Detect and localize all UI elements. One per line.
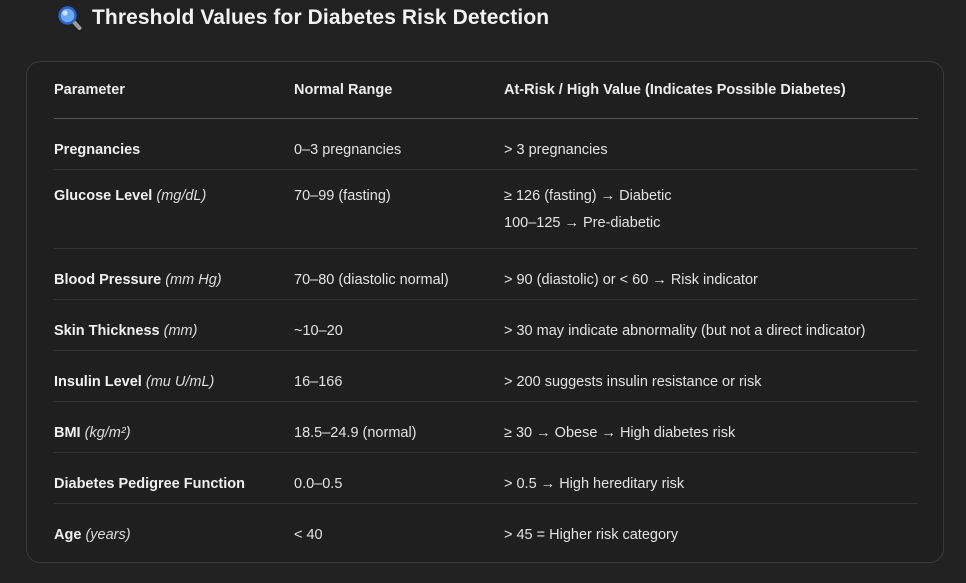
normal-range-value: 0–3 pregnancies bbox=[294, 142, 402, 158]
parameter-cell: Glucose Level (mg/dL) bbox=[54, 169, 294, 249]
at-risk-cell: ≥ 126 (fasting) → Diabetic 100–125 → Pre-… bbox=[504, 169, 918, 249]
at-risk-cell: > 30 may indicate abnormality (but not a… bbox=[504, 299, 918, 351]
normal-range-cell: 0.0–0.5 bbox=[294, 452, 504, 504]
at-risk-value: ≥ 30 → Obese → High diabetes risk bbox=[504, 425, 736, 441]
parameter-unit: (mm) bbox=[163, 323, 198, 339]
table-row: Age (years) < 40 > 45 = Higher risk cate… bbox=[54, 504, 918, 555]
parameter-name: Blood Pressure bbox=[54, 272, 162, 288]
page-title: Threshold Values for Diabetes Risk Detec… bbox=[92, 6, 550, 29]
at-risk-value: > 30 may indicate abnormality (but not a… bbox=[504, 323, 866, 339]
normal-range-cell: 0–3 pregnancies bbox=[294, 118, 504, 170]
normal-range-value: 70–80 (diastolic normal) bbox=[294, 272, 449, 288]
header-normal-range: Normal Range bbox=[294, 62, 504, 119]
parameter-unit: (kg/m²) bbox=[84, 425, 131, 441]
at-risk-cell: > 0.5 → High hereditary risk bbox=[504, 452, 918, 504]
normal-range-cell: 16–166 bbox=[294, 350, 504, 402]
normal-range-value: ~10–20 bbox=[294, 323, 343, 339]
parameter-cell: Age (years) bbox=[54, 504, 294, 555]
at-risk-cell: ≥ 30 → Obese → High diabetes risk bbox=[504, 401, 918, 453]
threshold-table-card: Parameter Normal Range At-Risk / High Va… bbox=[26, 61, 944, 563]
parameter-name: BMI bbox=[54, 425, 81, 441]
normal-range-cell: ~10–20 bbox=[294, 299, 504, 351]
threshold-table: Parameter Normal Range At-Risk / High Va… bbox=[54, 62, 918, 554]
header-parameter: Parameter bbox=[54, 62, 294, 119]
parameter-unit: (mg/dL) bbox=[156, 188, 207, 204]
at-risk-value: > 90 (diastolic) or < 60 → Risk indicato… bbox=[504, 272, 758, 288]
normal-range-cell: < 40 bbox=[294, 504, 504, 555]
parameter-name: Glucose Level bbox=[54, 188, 153, 204]
at-risk-cell: > 45 = Higher risk category bbox=[504, 504, 918, 555]
at-risk-value: > 0.5 → High hereditary risk bbox=[504, 476, 685, 492]
parameter-cell: Insulin Level (mu U/mL) bbox=[54, 350, 294, 402]
parameter-cell: Blood Pressure (mm Hg) bbox=[54, 248, 294, 300]
table-row: Blood Pressure (mm Hg) 70–80 (diastolic … bbox=[54, 248, 918, 300]
at-risk-cell: > 90 (diastolic) or < 60 → Risk indicato… bbox=[504, 248, 918, 300]
normal-range-value: 0.0–0.5 bbox=[294, 476, 343, 492]
parameter-cell: Diabetes Pedigree Function bbox=[54, 452, 294, 504]
parameter-name: Pregnancies bbox=[54, 142, 141, 158]
parameter-name: Insulin Level bbox=[54, 374, 142, 390]
normal-range-cell: 18.5–24.9 (normal) bbox=[294, 401, 504, 453]
table-row: BMI (kg/m²) 18.5–24.9 (normal) ≥ 30 → Ob… bbox=[54, 401, 918, 453]
parameter-unit: (mm Hg) bbox=[165, 272, 222, 288]
parameter-cell: Pregnancies bbox=[54, 118, 294, 170]
parameter-unit: (mu U/mL) bbox=[145, 374, 215, 390]
normal-range-value: 70–99 (fasting) bbox=[294, 188, 391, 204]
normal-range-value: < 40 bbox=[294, 527, 323, 543]
at-risk-value: > 200 suggests insulin resistance or ris… bbox=[504, 374, 762, 390]
parameter-name: Age bbox=[54, 527, 82, 543]
parameter-name: Diabetes Pedigree Function bbox=[54, 476, 245, 492]
table-header-row: Parameter Normal Range At-Risk / High Va… bbox=[54, 62, 918, 119]
magnifying-glass-icon bbox=[57, 5, 83, 31]
table-row: Pregnancies 0–3 pregnancies > 3 pregnanc… bbox=[54, 118, 918, 170]
table-row: Glucose Level (mg/dL) 70–99 (fasting) ≥ … bbox=[54, 169, 918, 249]
at-risk-value: > 45 = Higher risk category bbox=[504, 527, 679, 543]
table-row: Skin Thickness (mm) ~10–20 > 30 may indi… bbox=[54, 299, 918, 351]
normal-range-value: 18.5–24.9 (normal) bbox=[294, 425, 417, 441]
at-risk-cell: > 3 pregnancies bbox=[504, 118, 918, 170]
at-risk-value: 100–125 → Pre-diabetic bbox=[504, 215, 661, 231]
at-risk-value: ≥ 126 (fasting) → Diabetic bbox=[504, 188, 672, 204]
at-risk-value: > 3 pregnancies bbox=[504, 142, 608, 158]
parameter-name: Skin Thickness bbox=[54, 323, 160, 339]
table-row: Diabetes Pedigree Function 0.0–0.5 > 0.5… bbox=[54, 452, 918, 504]
normal-range-value: 16–166 bbox=[294, 374, 343, 390]
at-risk-cell: > 200 suggests insulin resistance or ris… bbox=[504, 350, 918, 402]
normal-range-cell: 70–80 (diastolic normal) bbox=[294, 248, 504, 300]
parameter-cell: BMI (kg/m²) bbox=[54, 401, 294, 453]
page-header: Threshold Values for Diabetes Risk Detec… bbox=[57, 4, 549, 32]
normal-range-cell: 70–99 (fasting) bbox=[294, 169, 504, 249]
table-row: Insulin Level (mu U/mL) 16–166 > 200 sug… bbox=[54, 350, 918, 402]
header-at-risk: At-Risk / High Value (Indicates Possible… bbox=[504, 62, 918, 119]
parameter-unit: (years) bbox=[85, 527, 131, 543]
parameter-cell: Skin Thickness (mm) bbox=[54, 299, 294, 351]
